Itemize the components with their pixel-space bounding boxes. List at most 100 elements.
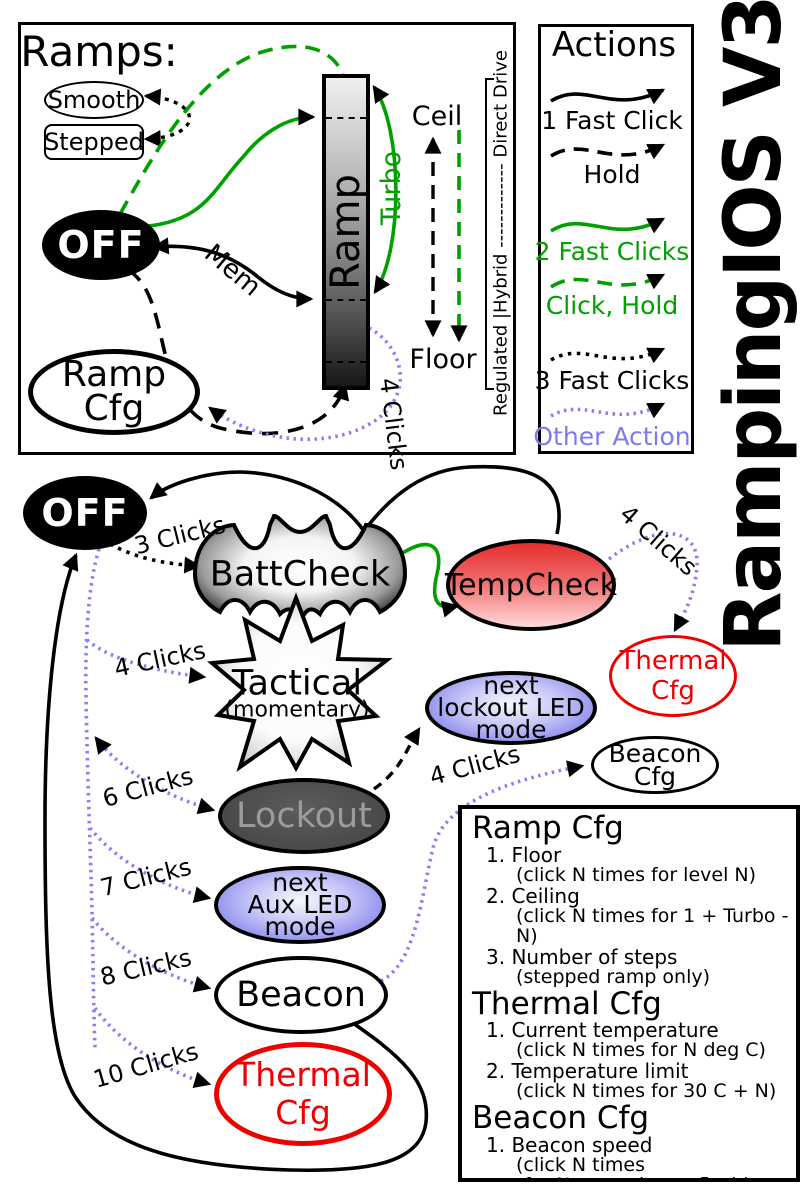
legend-2fastclicks-arrow: [550, 217, 666, 234]
legend-hold-arrow: [550, 143, 666, 160]
off-node-ramps: OFF: [42, 210, 160, 280]
edge-off-to-ceil-2clicks: [137, 108, 316, 229]
config-info-box: Ramp Cfg 1. Floor (click N times for lev…: [458, 805, 800, 1182]
tempcheck-node: TempCheck: [444, 539, 618, 631]
info-item-sub: (stepped ramp only): [516, 965, 711, 988]
legend-1fastclick-arrow: [550, 88, 666, 105]
info-item-sub: (click N times for 1 + Turbo - N): [516, 904, 789, 947]
info-item: 3. Number of steps: [472, 944, 796, 969]
edge-beacon-return-to-off: [43, 552, 429, 1173]
ceil-label: Ceil: [411, 100, 463, 132]
battcheck-bat-shape: [192, 513, 408, 628]
edge-8clicks-beacon: [90, 916, 212, 993]
thermal-cfg-node-big: Thermal Cfg: [214, 1042, 392, 1146]
item-num: 1.: [486, 842, 506, 867]
edge-4clicks-tactical: [85, 638, 207, 684]
tactical-label-line2: (momentary): [224, 696, 370, 722]
actions-panel: [538, 24, 694, 454]
off-label: OFF: [57, 223, 145, 267]
info-item-sub: (click N times for level N): [516, 863, 757, 886]
edge-6clicks-lockout: [94, 736, 216, 815]
edge-lockout-nextlockoutled: [373, 726, 421, 791]
item-num: 3.: [486, 944, 506, 969]
actions-panel-title: Actions: [551, 25, 677, 66]
turbo-label: Turbo: [375, 150, 407, 226]
info-item: 1. Beacon speed: [472, 1135, 796, 1156]
axis-bracket: [485, 78, 494, 390]
legend-3fastclicks-label: 3 Fast Clicks: [534, 365, 690, 395]
tempcheck-label: TempCheck: [444, 567, 618, 603]
off-main-label: OFF: [41, 491, 129, 535]
edge-10clicks-thermalcfg: [93, 1006, 212, 1089]
legend-2fastclicks-label: 2 Fast Clicks: [534, 236, 690, 266]
edge-off-hold-floor: [127, 268, 350, 436]
beacon-cfg-label-2: Cfg: [633, 762, 677, 791]
ramp-bar-label: Ramp: [323, 174, 369, 290]
thermal-cfg-big-label-1: Thermal: [235, 1055, 371, 1095]
edge-battcheck-to-tempcheck: [396, 542, 460, 618]
stepped-ramp-label: Stepped: [44, 128, 144, 156]
info-item-sub: (click N times for N deg C): [516, 1039, 766, 1062]
item-num: 1.: [486, 1133, 506, 1158]
item-text: Number of steps: [511, 944, 678, 969]
thermal-cfg-node-small: Thermal Cfg: [609, 635, 737, 717]
info-item: 1. Floor: [472, 842, 796, 867]
ramp-cfg-node: Ramp Cfg: [28, 349, 200, 435]
tactical-star-shape: [207, 592, 393, 773]
item-text: Floor: [511, 842, 562, 867]
item-num: 2.: [486, 1059, 506, 1084]
edge-smooth-stepped-toggle: [143, 88, 191, 147]
beacon-cfg-node: Beacon Cfg: [591, 736, 719, 794]
floor-label: Floor: [409, 343, 477, 375]
ramp-bar: [322, 74, 370, 390]
info-item-sub: for N seconds per flash): [472, 1175, 796, 1178]
item-text: Current temperature: [511, 1018, 719, 1043]
item-num: 1.: [486, 1018, 506, 1043]
legend-1fastclick-label: 1 Fast Click: [541, 105, 683, 135]
ramps-panel-title: Ramps:: [20, 26, 178, 76]
tactical-label: Tactical (momentary): [224, 663, 370, 722]
info-beacon-cfg-heading: Beacon Cfg: [472, 1100, 650, 1137]
info-item: 2. Temperature limit: [472, 1061, 796, 1082]
next-aux-led-line2: Aux LED: [247, 890, 353, 919]
ramp-cfg-label-2: Cfg: [83, 388, 145, 429]
ramp-cfg-label-1: Ramp: [61, 353, 167, 395]
lockout-node: Lockout: [218, 778, 390, 854]
item-text: Ceiling: [511, 883, 580, 908]
beacon-cfg-label-1: Beacon: [608, 739, 702, 768]
edge-off-mem-ramp: [151, 237, 314, 308]
edge-off-3clicks-battcheck: [109, 542, 202, 574]
info-ramp-cfg-heading: Ramp Cfg: [472, 810, 624, 846]
edge-tempcheck-4clicks-thermalcfg: [607, 532, 699, 633]
edge-turbo-arc: [372, 85, 398, 294]
info-item-sub: (click N times: [516, 1154, 645, 1177]
legend-clickhold-arrow: [550, 273, 666, 290]
tactical-label-line1: Tactical: [231, 663, 363, 704]
next-lockout-led-node: next lockout LED mode: [425, 671, 597, 745]
info-item-sub: (click N times for 30 C + N): [516, 1080, 777, 1103]
legend-otheraction-arrow: [550, 402, 666, 419]
item-num: 2.: [486, 883, 506, 908]
smooth-ramp-node: Smooth: [44, 81, 144, 119]
beacon-node: Beacon: [214, 956, 388, 1034]
next-lockout-led-line2: lockout LED: [437, 693, 585, 722]
thermal-cfg-small-label-2: Cfg: [651, 676, 695, 706]
edge-ramp-4clicks-rampcfg: [208, 326, 403, 442]
legend-hold-label: Hold: [583, 159, 641, 189]
edge-beacon-4clicks-beaconcfg: [380, 760, 585, 983]
ramp-mem-level-line: [326, 299, 366, 301]
next-lockout-led-line1: next: [483, 671, 539, 700]
legend-clickhold-label: Click, Hold: [545, 290, 679, 320]
regulation-axis-label: Regulated |Hybrid ------------- Direct D…: [490, 50, 512, 416]
item-text: Beacon speed: [511, 1133, 653, 1158]
ramps-panel: [18, 22, 516, 455]
smooth-ramp-label: Smooth: [47, 86, 141, 114]
thermal-cfg-big-label-2: Cfg: [275, 1093, 331, 1132]
legend-otheraction-label: Other Action: [533, 421, 691, 451]
battcheck-label: BattCheck: [209, 554, 391, 595]
next-aux-led-node: next Aux LED mode: [214, 866, 386, 944]
stepped-ramp-node: Stepped: [44, 124, 144, 160]
info-item: 1. Current temperature: [472, 1020, 796, 1041]
